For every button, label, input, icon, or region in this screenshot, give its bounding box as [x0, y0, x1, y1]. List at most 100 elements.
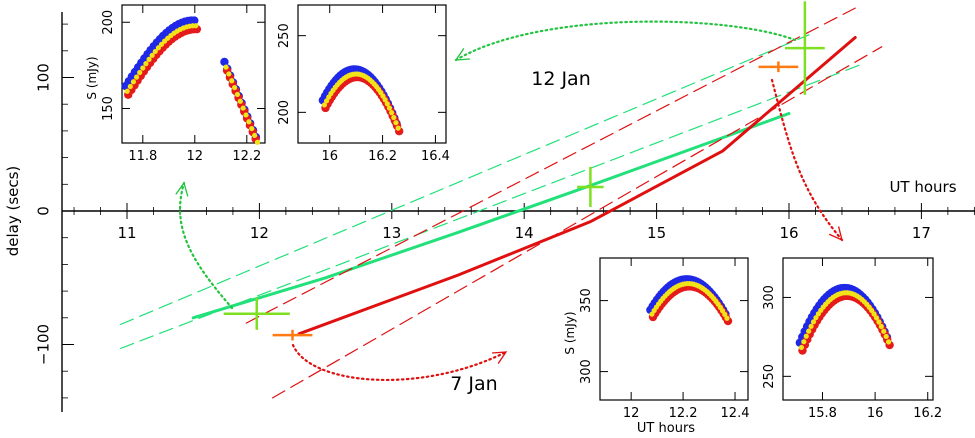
error-cross	[577, 166, 604, 207]
arrow-path	[291, 343, 508, 382]
inset-point	[871, 311, 877, 317]
arrow-to-inset-12h	[175, 181, 234, 310]
inset-point	[806, 328, 812, 334]
inset-point	[146, 56, 152, 62]
inset-point	[231, 84, 238, 91]
inset-y-axis-label: S (mJy)	[85, 56, 99, 99]
x-tick-label: 16	[779, 224, 798, 242]
inset-point	[226, 71, 232, 77]
error-cross	[272, 329, 313, 341]
arrows	[175, 20, 844, 382]
inset-point	[384, 101, 390, 107]
inset-point	[798, 344, 805, 351]
inset-point	[127, 83, 133, 90]
inset-x-axis-label: UT hours	[637, 421, 695, 436]
inset-point	[389, 110, 395, 116]
inset-point	[155, 45, 161, 51]
inset-point	[190, 16, 199, 25]
inset-point	[876, 319, 882, 325]
arrow-head	[454, 48, 471, 61]
inset-plot-1: 11.8 12 12.2 150 200 S (mJy)	[85, 4, 266, 164]
inset-y-tick-label: 200	[277, 100, 292, 125]
series-line-7jan-dashed-lower	[272, 46, 883, 399]
y-axis-label: delay (secs)	[4, 166, 22, 257]
inset-point	[149, 52, 155, 58]
inset-point	[878, 323, 884, 330]
inset-point	[152, 48, 158, 55]
inset-point	[382, 97, 388, 103]
inset-point	[133, 74, 140, 80]
x-tick-label: 17	[912, 224, 931, 242]
series-line-12jan-dashed-upper	[119, 34, 810, 326]
arrow-to-inset-16h	[454, 20, 797, 62]
inset-point	[393, 120, 399, 126]
inset-x-tick-label: 16.4	[421, 149, 450, 164]
annotation-12-jan: 12 Jan	[531, 68, 591, 90]
inset-point	[137, 69, 143, 76]
arrow-to-inset-12h-7jan	[291, 343, 508, 382]
inset-point	[808, 323, 814, 329]
error-cross	[785, 1, 825, 95]
series-line-12jan-solid	[191, 112, 791, 320]
annotation-7-jan: 7 Jan	[450, 373, 497, 395]
inset-point	[321, 102, 328, 108]
inset-point	[724, 315, 730, 321]
inset-x-tick-label: 16	[867, 406, 884, 421]
inset-x-tick-label: 15.8	[808, 406, 837, 421]
inset-point	[810, 319, 817, 325]
inset-point	[722, 311, 728, 317]
x-tick-label: 11	[117, 224, 136, 242]
inset-point	[240, 105, 246, 111]
y-tick-label: 100	[35, 63, 53, 92]
inset-x-tick-label: 12.2	[669, 406, 698, 421]
inset-point	[237, 98, 243, 104]
x-tick-label: 14	[515, 224, 534, 242]
inset-point	[885, 339, 892, 345]
inset-x-tick-label: 12	[187, 149, 204, 164]
y-tick-label: 0	[35, 206, 53, 216]
error-cross	[758, 61, 799, 73]
arrow-path	[454, 20, 797, 62]
inset-point	[801, 339, 807, 345]
x-axis-label: UT hours	[889, 178, 956, 196]
inset-point	[140, 65, 146, 71]
inset-point	[243, 112, 249, 118]
inset-point	[323, 98, 330, 104]
inset-x-tick-label: 11.8	[128, 149, 157, 164]
inset-point	[220, 57, 229, 67]
inset-y-tick-label: 250	[762, 364, 777, 389]
inset-point	[883, 333, 889, 340]
inset-point	[254, 139, 261, 145]
arrow-head	[491, 351, 508, 364]
inset-point	[252, 132, 258, 139]
arrow-path	[179, 181, 234, 310]
inset-x-tick-label: 12.4	[721, 406, 750, 421]
main-plot: 11 12 13 14 15 16 17 −100 0 100 UT hours delay (sec…	[4, 1, 975, 412]
x-tick-label: 12	[250, 224, 269, 242]
inset-point	[158, 41, 165, 47]
inset-point	[395, 125, 401, 131]
series-line-7jan-dashed-upper	[245, 7, 856, 324]
inset-y-tick-label: 150	[101, 96, 116, 121]
inset-plot-4: 15.8 16 16.2 250 300	[762, 257, 942, 421]
inset-point	[873, 315, 880, 321]
inset-y-tick-label: 200	[101, 10, 116, 35]
inset-point	[386, 105, 393, 111]
inset-plots: 11.8 12 12.2 150 200 S (mJy) 16 16.2 16.4 200 250 1…	[85, 4, 942, 436]
x-tick-label: 15	[647, 224, 666, 242]
inset-point	[143, 61, 149, 67]
arrow-head	[828, 226, 843, 242]
inset-point	[223, 64, 229, 70]
inset-y-tick-label: 350	[579, 288, 594, 313]
inset-x-tick-label: 12	[623, 406, 640, 421]
inset-point	[249, 125, 255, 132]
inset-point	[391, 114, 397, 121]
inset-x-tick-label: 16	[321, 149, 338, 164]
inset-point	[813, 315, 819, 321]
inset-point	[881, 328, 887, 334]
x-tick-label: 13	[382, 224, 401, 242]
inset-point	[130, 79, 137, 85]
inset-x-tick-label: 16.2	[368, 149, 397, 164]
